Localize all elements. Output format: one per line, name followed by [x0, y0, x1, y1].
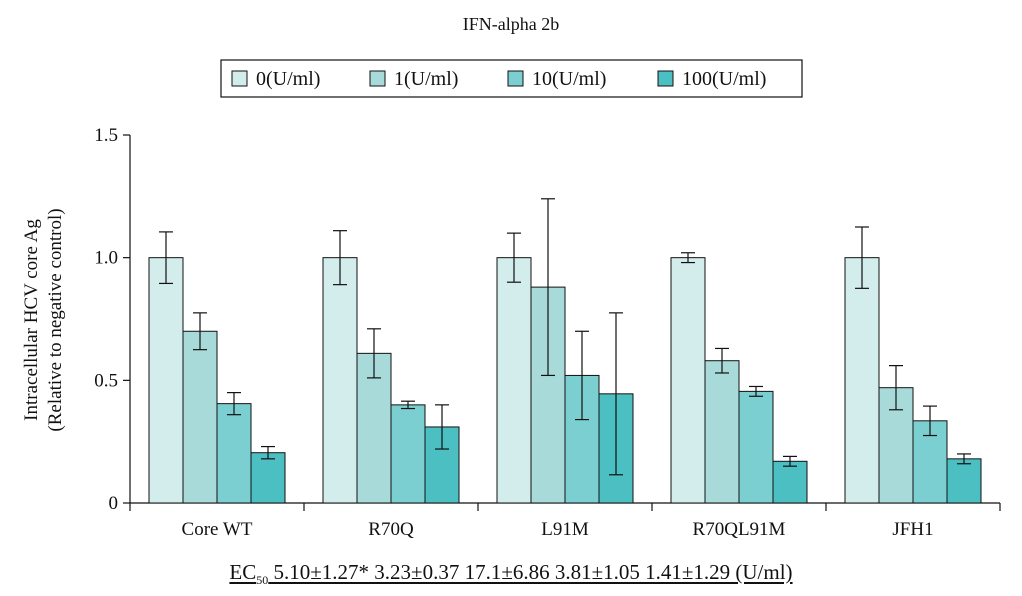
bar-Core WT-3: [216, 403, 252, 504]
bar-JFH1-4: [946, 458, 982, 504]
bar-R70Q-1: [322, 257, 358, 504]
legend-swatch-2: [369, 70, 386, 87]
y-axis-label-line-1: Intracellular HCV core Ag: [21, 219, 42, 421]
ec50-values: 5.10±1.27* 3.23±0.37 17.1±6.86 3.81±1.05…: [273, 560, 793, 584]
x-category-label-2: R70Q: [368, 519, 414, 540]
x-category-label-5: JFH1: [892, 519, 933, 540]
x-category-label-1: Core WT: [182, 519, 253, 540]
y-axis-label-line-2: (Relative to negative control): [45, 208, 66, 431]
legend-label-1: 0(U/ml): [256, 68, 320, 90]
bar-JFH1-1: [844, 257, 880, 504]
bar-R70QL91M-2: [704, 360, 740, 504]
x-category-label-4: R70QL91M: [693, 519, 786, 540]
legend-swatch-3: [507, 70, 524, 87]
bar-R70QL91M-3: [738, 390, 774, 504]
legend-label-4: 100(U/ml): [682, 68, 766, 90]
bar-chart: IFN-alpha 2b 0(U/ml) 1(U/ml) 10(U/ml) 100(U/…: [21, 14, 1001, 540]
legend-swatch-1: [231, 70, 248, 87]
bar-Core WT-1: [148, 257, 184, 504]
bar-L91M-2: [530, 286, 566, 504]
legend-swatch-4: [657, 70, 674, 87]
ec50-row: EC50 5.10±1.27* 3.23±0.37 17.1±6.86 3.81…: [0, 560, 1022, 588]
bar-Core WT-4: [250, 452, 286, 504]
chart-title: IFN-alpha 2b: [463, 14, 559, 34]
y-tick-label-1: 0: [109, 493, 119, 514]
legend-label-2: 1(U/ml): [394, 68, 458, 90]
y-tick-label-2: 0.5: [94, 370, 118, 391]
y-tick-label-3: 1.0: [94, 248, 118, 269]
x-category-label-3: L91M: [541, 519, 589, 540]
legend-label-3: 10(U/ml): [532, 68, 606, 90]
bar-L91M-1: [496, 257, 532, 504]
ec50-label: EC: [229, 560, 257, 584]
bar-R70QL91M-1: [670, 257, 706, 504]
bar-Core WT-2: [182, 330, 218, 504]
y-tick-label-4: 1.5: [94, 125, 118, 146]
bar-R70QL91M-4: [772, 460, 808, 504]
ec50-label-subscript: 50: [256, 573, 269, 588]
bar-R70Q-3: [390, 404, 426, 504]
